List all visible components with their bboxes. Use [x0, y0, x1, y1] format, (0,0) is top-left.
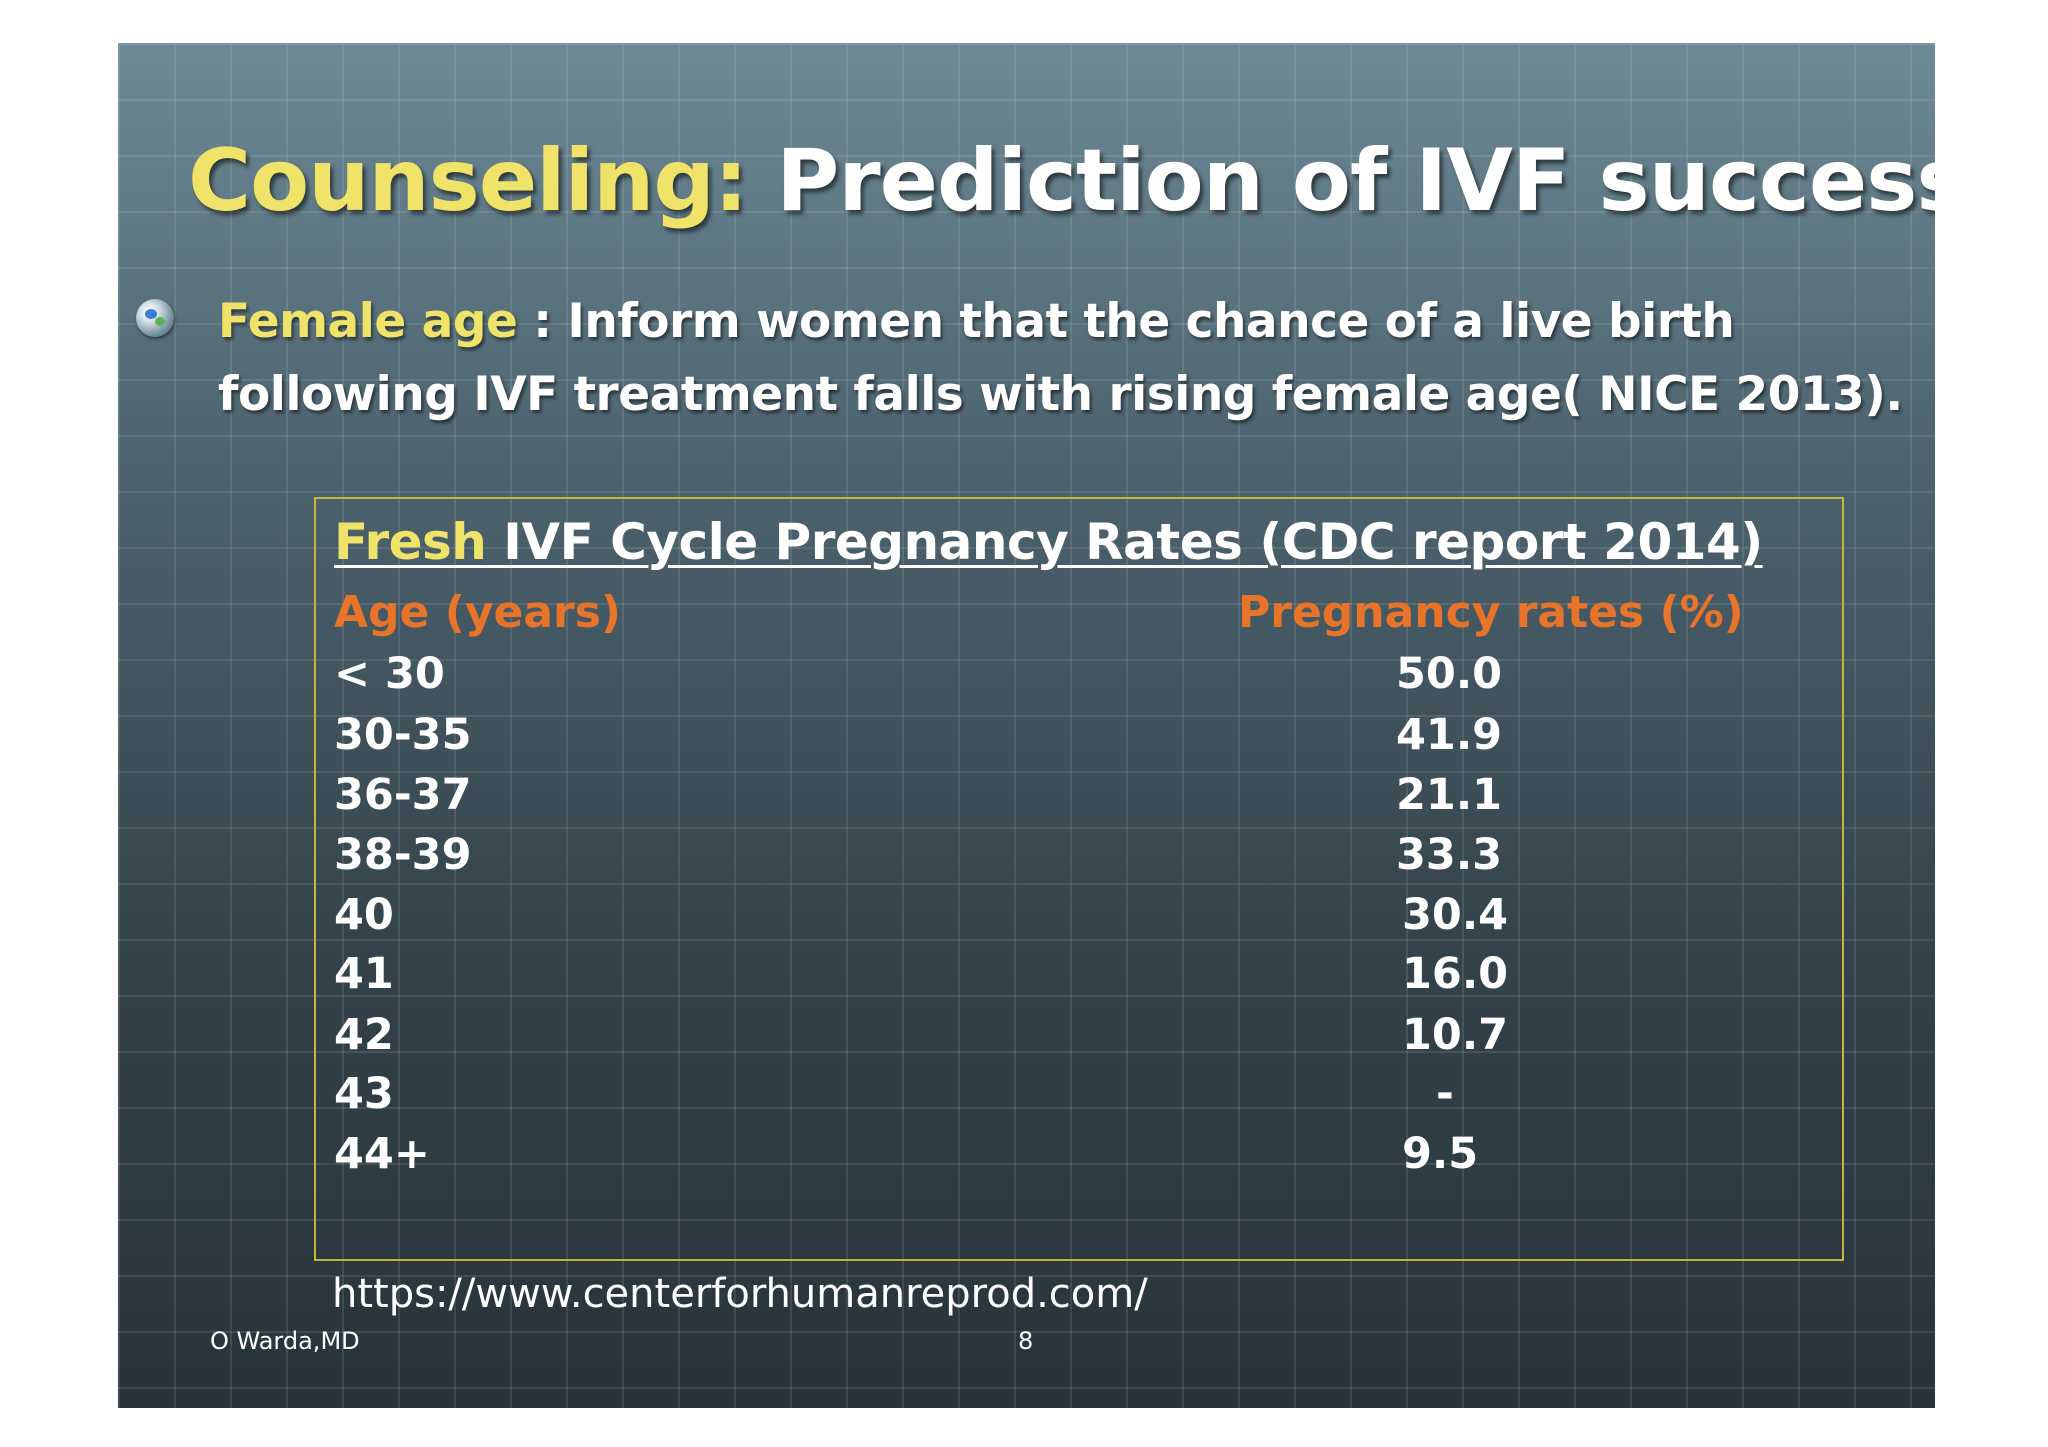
- table-row: 41 16.0: [316, 949, 1842, 1009]
- rate-cell: 41.9: [1396, 710, 1503, 760]
- pregnancy-rates-table: Fresh IVF Cycle Pregnancy Rates (CDC rep…: [314, 497, 1844, 1261]
- table-row: < 30 50.0: [316, 649, 1842, 709]
- age-cell: 44+: [334, 1129, 430, 1179]
- age-cell: 40: [334, 890, 394, 940]
- age-cell: < 30: [334, 649, 445, 699]
- table-title-accent: Fresh: [334, 513, 487, 571]
- table-row: 38-39 33.3: [316, 830, 1842, 890]
- rate-cell: 50.0: [1396, 649, 1503, 699]
- bullet-text: Female age : Inform women that the chanc…: [218, 285, 1918, 431]
- rate-cell: 21.1: [1396, 770, 1503, 820]
- column-header-rate: Pregnancy rates (%): [1238, 587, 1744, 638]
- slide-title: Counseling: Prediction of IVF success: [188, 131, 1935, 231]
- table-row: 42 10.7: [316, 1010, 1842, 1070]
- column-header-age: Age (years): [334, 587, 622, 638]
- age-cell: 36-37: [334, 770, 472, 820]
- rate-cell: 33.3: [1396, 830, 1503, 880]
- table-row: 30-35 41.9: [316, 710, 1842, 770]
- bullet-body: : Inform women that the chance of a live…: [218, 294, 1903, 422]
- table-row: 43 -: [316, 1069, 1842, 1129]
- slide-title-rest: Prediction of IVF success: [747, 131, 1935, 231]
- table-row: 40 30.4: [316, 890, 1842, 950]
- globe-bullet-icon: [136, 299, 174, 337]
- rate-cell: 10.7: [1402, 1010, 1509, 1060]
- age-cell: 30-35: [334, 710, 472, 760]
- footer-author: O Warda,MD: [210, 1327, 360, 1355]
- rate-cell: 30.4: [1402, 890, 1509, 940]
- rate-cell: -: [1436, 1069, 1454, 1119]
- table-row: 36-37 21.1: [316, 770, 1842, 830]
- slide-title-accent: Counseling:: [188, 131, 748, 231]
- age-cell: 38-39: [334, 830, 472, 880]
- age-cell: 41: [334, 949, 394, 999]
- rate-cell: 16.0: [1402, 949, 1509, 999]
- source-link[interactable]: https://www.centerforhumanreprod.com/: [332, 1271, 1148, 1317]
- table-row: 44+ 9.5: [316, 1129, 1842, 1189]
- slide: Counseling: Prediction of IVF success Fe…: [118, 43, 1935, 1408]
- page-number: 8: [1018, 1327, 1034, 1355]
- table-title: Fresh IVF Cycle Pregnancy Rates (CDC rep…: [334, 513, 1763, 571]
- table-title-rest: IVF Cycle Pregnancy Rates (CDC report 20…: [486, 513, 1763, 571]
- bullet-label: Female age: [218, 294, 518, 349]
- age-cell: 43: [334, 1069, 394, 1119]
- rate-cell: 9.5: [1402, 1129, 1479, 1179]
- age-cell: 42: [334, 1010, 394, 1060]
